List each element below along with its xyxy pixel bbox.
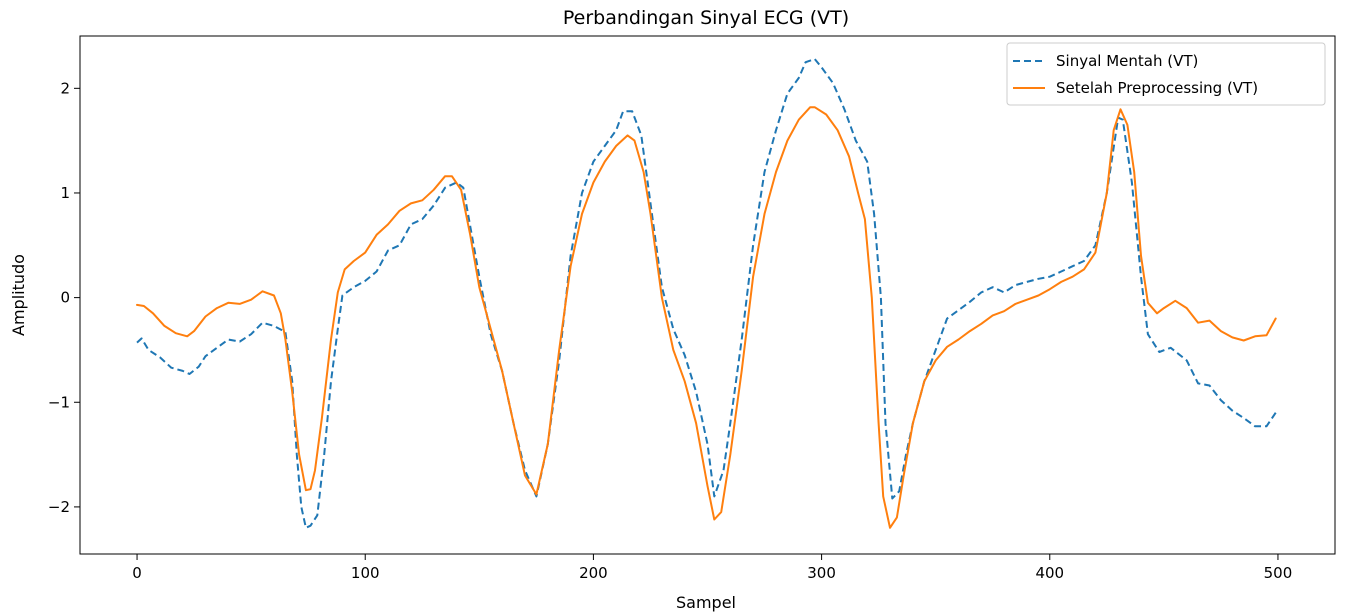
legend-label-raw: Sinyal Mentah (VT) xyxy=(1056,52,1198,70)
y-tick-label: 0 xyxy=(60,289,70,307)
y-axis-label: Amplitudo xyxy=(9,254,28,336)
x-axis-label: Sampel xyxy=(676,593,736,612)
x-tick-label: 300 xyxy=(807,564,836,582)
chart-title: Perbandingan Sinyal ECG (VT) xyxy=(563,7,849,29)
y-tick-label: −1 xyxy=(48,393,70,411)
plot-frame xyxy=(79,35,1336,555)
legend: Sinyal Mentah (VT) Setelah Preprocessing… xyxy=(1006,42,1326,106)
y-tick-label: 2 xyxy=(60,79,70,97)
series-layer xyxy=(136,58,1277,529)
series-line-raw xyxy=(136,58,1277,529)
series-line-processed xyxy=(136,106,1277,529)
y-tick-label: 1 xyxy=(60,184,70,202)
x-tick-label: 200 xyxy=(579,564,608,582)
x-tick-label: 0 xyxy=(132,564,142,582)
legend-label-processed: Setelah Preprocessing (VT) xyxy=(1056,79,1258,97)
y-tick-label: −2 xyxy=(48,498,70,516)
x-tick-label: 100 xyxy=(351,564,380,582)
legend-box xyxy=(1006,42,1326,106)
x-tick-label: 500 xyxy=(1264,564,1293,582)
x-tick-label: 400 xyxy=(1035,564,1064,582)
x-axis-ticks: 0 100 200 300 400 500 xyxy=(132,554,1292,582)
y-axis-ticks: −2 −1 0 1 2 xyxy=(48,79,80,516)
